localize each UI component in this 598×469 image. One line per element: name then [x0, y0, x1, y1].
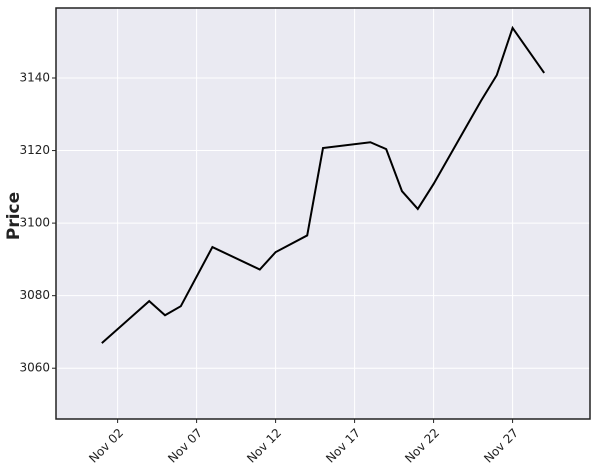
- x-tick-label: Nov 12: [244, 426, 284, 465]
- y-tick-label: 3080: [19, 288, 50, 302]
- x-tick-label: Nov 07: [165, 426, 205, 465]
- y-tick-label: 3100: [19, 216, 50, 230]
- x-tick-label: Nov 27: [481, 426, 521, 465]
- plot-frame: [55, 7, 591, 420]
- y-tick-label: 3060: [19, 361, 50, 375]
- plot-background: [56, 8, 590, 419]
- price-line: [101, 25, 546, 344]
- x-tick-label: Nov 02: [86, 426, 126, 465]
- y-axis-label: Price: [4, 192, 24, 240]
- y-tick-label: 3140: [19, 71, 50, 85]
- y-tick-label: 3120: [19, 143, 50, 157]
- x-tick-label: Nov 17: [323, 426, 363, 465]
- x-tick-label: Nov 22: [402, 426, 442, 465]
